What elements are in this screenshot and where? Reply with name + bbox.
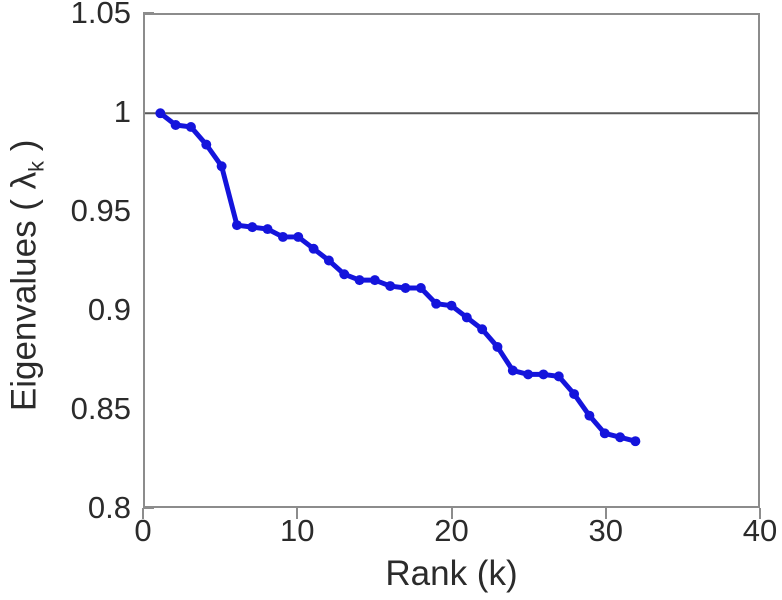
data-point [155, 108, 166, 119]
data-point [339, 269, 350, 280]
y-axis-title: Eigenvalues ( λk ) [4, 5, 49, 545]
data-point [477, 324, 488, 335]
eigenvalue-markers [155, 108, 641, 447]
plot-area [143, 13, 760, 508]
x-tick-label: 0 [134, 513, 152, 548]
data-point [584, 410, 595, 421]
x-tick-mark [142, 508, 144, 519]
data-point [385, 281, 396, 291]
lambda-subscript-k: k [23, 160, 49, 172]
data-point [446, 300, 457, 311]
data-point [507, 365, 518, 376]
data-point [231, 220, 242, 231]
y-tick-label: 0.8 [87, 490, 131, 525]
data-point [431, 298, 442, 309]
data-point [461, 312, 472, 323]
x-tick-mark [450, 508, 453, 519]
y-tick-label: 1.05 [70, 0, 131, 30]
y-axis-title-prefix: Eigenvalues ( [4, 189, 44, 412]
data-point [569, 389, 580, 400]
lambda-symbol: λ [4, 171, 44, 190]
data-point [599, 428, 610, 439]
x-tick-label: 30 [588, 513, 623, 548]
data-point [247, 222, 258, 233]
data-point [201, 139, 212, 150]
x-tick-label: 40 [742, 513, 778, 548]
data-point [415, 283, 426, 293]
plot-canvas [145, 108, 758, 447]
data-point [293, 231, 304, 242]
data-point [523, 369, 534, 380]
data-point [615, 432, 626, 443]
data-point [216, 161, 227, 172]
data-point [492, 341, 503, 352]
data-point [186, 121, 196, 132]
y-tick-label: 0.9 [87, 292, 131, 327]
x-axis-title-text: Rank (k) [385, 554, 518, 593]
data-point [262, 224, 273, 235]
data-point [630, 436, 641, 447]
x-tick-label: 20 [434, 513, 469, 548]
y-tick-label: 0.85 [70, 391, 131, 426]
data-point [538, 369, 549, 380]
data-point [323, 255, 334, 266]
data-point [400, 283, 411, 293]
data-point [369, 275, 380, 286]
y-tick-label: 1 [113, 94, 131, 129]
x-tick-mark [296, 508, 299, 519]
y-axis-title-suffix: ) [4, 139, 44, 161]
data-point [277, 231, 288, 242]
x-tick-label: 10 [280, 513, 315, 548]
x-axis-title: Rank (k) [143, 556, 760, 591]
data-point [354, 275, 365, 286]
eigenvalue-line [157, 110, 638, 444]
data-point [553, 371, 564, 382]
x-tick-mark [604, 508, 607, 519]
data-point [170, 120, 181, 130]
y-tick-mark [143, 507, 154, 509]
y-tick-label: 0.95 [70, 193, 131, 228]
x-tick-mark [759, 508, 761, 519]
data-point [308, 243, 319, 254]
